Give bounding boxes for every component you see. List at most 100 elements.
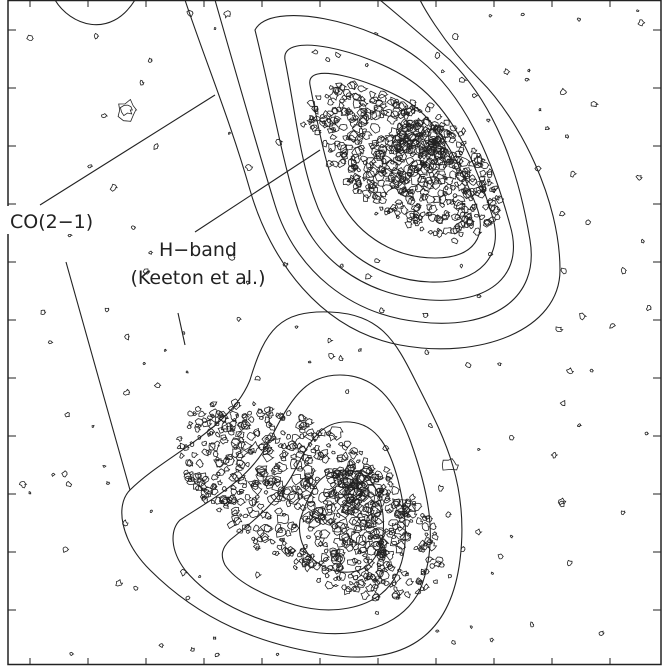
isophote: [430, 564, 435, 569]
isophote: [475, 214, 479, 217]
isophote: [591, 101, 598, 106]
isophote: [404, 506, 407, 509]
isophote: [465, 224, 469, 228]
isophote: [202, 420, 211, 427]
isophote: [476, 529, 482, 535]
isophote: [148, 58, 152, 62]
isophote: [240, 514, 242, 517]
isophote: [326, 58, 330, 62]
isophote: [388, 482, 393, 487]
h-band-contours: [19, 10, 651, 657]
isophote: [264, 491, 268, 495]
isophote: [255, 495, 259, 499]
isophote: [308, 361, 311, 363]
isophote: [528, 69, 530, 72]
isophote: [446, 512, 451, 518]
co-contour: [285, 45, 496, 282]
isophote: [275, 508, 283, 514]
isophote: [394, 587, 398, 592]
h-band-label: H−band: [159, 239, 237, 261]
co-contour: [185, 0, 560, 349]
isophote: [292, 434, 300, 443]
isophote: [425, 350, 429, 355]
isophote: [196, 406, 202, 411]
isophote: [346, 93, 352, 98]
isophote: [276, 552, 280, 556]
isophote: [427, 205, 432, 211]
isophote: [482, 159, 485, 162]
isophote: [406, 579, 414, 586]
isophote: [525, 78, 529, 81]
leader-line: [195, 150, 320, 232]
isophote: [392, 593, 399, 599]
isophote: [195, 426, 201, 432]
isophote: [277, 545, 282, 550]
isophote: [189, 472, 193, 475]
isophote: [348, 574, 353, 578]
isophote: [551, 452, 557, 458]
frame-ticks: [8, 0, 661, 665]
co-contour: [55, 0, 135, 25]
isophote: [309, 121, 312, 125]
isophote: [396, 546, 402, 553]
isophote: [325, 94, 329, 98]
isophote: [490, 638, 494, 642]
isophote: [328, 338, 332, 342]
isophote: [209, 443, 215, 450]
page: CO(2−1) H−band (Keeton et al.) (() => { …: [0, 0, 666, 666]
isophote: [224, 466, 230, 471]
isophote: [641, 239, 644, 243]
isophote: [577, 18, 580, 21]
isophote: [196, 459, 203, 467]
isophote: [413, 503, 422, 511]
leader-line: [66, 262, 130, 490]
isophote: [539, 109, 541, 111]
isophote: [215, 653, 219, 656]
isophote: [292, 475, 303, 486]
isophote: [159, 644, 163, 648]
isophote: [66, 481, 71, 486]
isophote: [241, 442, 252, 450]
isophote: [590, 369, 593, 372]
isophote: [190, 442, 194, 447]
isophote: [443, 228, 451, 235]
isophote: [267, 517, 271, 520]
isophote: [478, 448, 480, 450]
isophote: [214, 28, 216, 30]
isophote: [621, 511, 625, 515]
isophote: [425, 533, 428, 537]
isophote: [253, 525, 259, 531]
isophote: [323, 140, 329, 147]
isophote: [385, 504, 393, 512]
isophote: [325, 581, 334, 589]
isophote: [312, 488, 318, 494]
isophote: [638, 20, 645, 26]
isophote: [265, 476, 278, 489]
isophote: [154, 383, 160, 388]
isophote: [287, 411, 292, 416]
isophote: [65, 412, 70, 417]
isophote: [376, 500, 384, 507]
isophote: [498, 363, 502, 366]
isophote: [358, 86, 368, 92]
isophote: [432, 535, 438, 541]
isophote: [366, 274, 372, 279]
isophote: [498, 554, 503, 559]
isophote: [301, 122, 307, 127]
isophote: [294, 566, 298, 570]
isophote: [370, 91, 376, 98]
isophote: [332, 451, 336, 454]
isophote: [560, 88, 566, 94]
isophote: [483, 205, 489, 211]
isophote: [164, 349, 166, 351]
isophote: [326, 444, 330, 448]
isophote: [459, 157, 470, 166]
isophote: [275, 438, 280, 443]
isophote: [339, 125, 347, 131]
isophote: [336, 52, 341, 57]
isophote: [105, 308, 109, 312]
leader-lines: [40, 95, 320, 490]
isophote: [465, 363, 471, 368]
isophote: [211, 500, 214, 503]
isophote: [398, 569, 402, 572]
